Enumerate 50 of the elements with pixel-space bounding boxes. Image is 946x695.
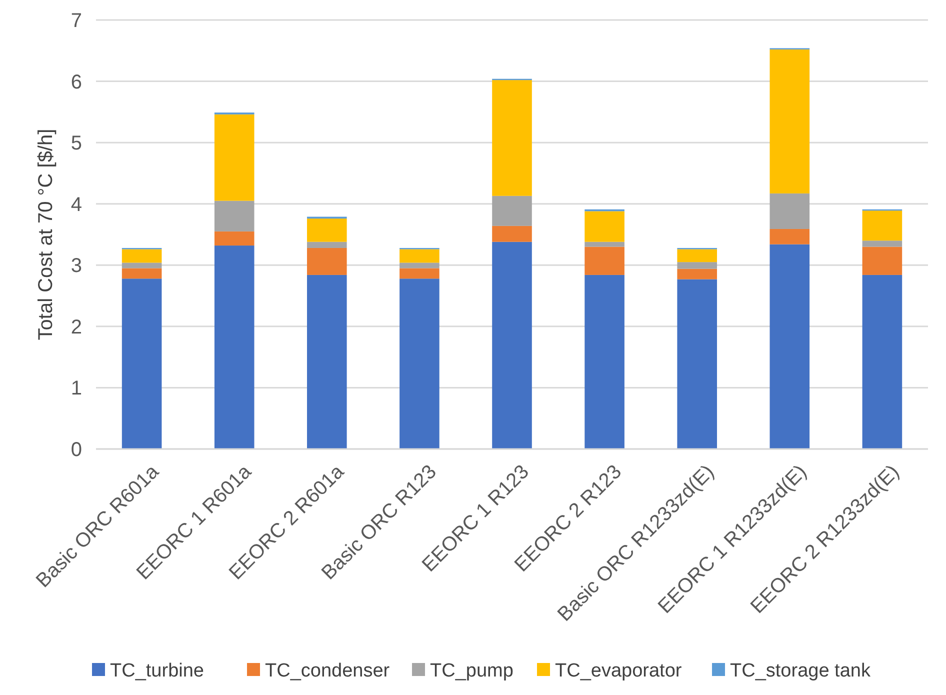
bar: [584, 274, 624, 449]
bar: [307, 248, 347, 275]
bar: [214, 114, 254, 201]
bar: [677, 268, 717, 280]
legend-label: TC_condenser: [265, 660, 390, 682]
y-tick-label: 5: [70, 132, 82, 155]
legend-label: TC_evaporator: [555, 660, 682, 682]
bar: [677, 279, 717, 449]
y-tick-label: 3: [70, 255, 82, 278]
legend-label: TC_storage tank: [730, 660, 871, 682]
bar: [400, 278, 440, 449]
y-tick-label: 7: [70, 10, 82, 32]
bar: [862, 246, 902, 275]
y-tick-label: 6: [70, 71, 82, 94]
legend-label: TC_turbine: [110, 660, 204, 682]
bar: [492, 80, 532, 196]
bar: [122, 249, 162, 263]
bar: [584, 242, 624, 247]
bar: [492, 226, 532, 242]
y-tick-label: 4: [70, 194, 82, 216]
y-tick-label: 0: [70, 439, 82, 461]
bar: [400, 249, 440, 263]
bar: [214, 231, 254, 246]
bar: [307, 242, 347, 248]
y-tick-label: 1: [70, 378, 82, 400]
bar: [862, 210, 902, 241]
bar: [770, 193, 810, 229]
bar: [214, 200, 254, 232]
bar: [862, 274, 902, 449]
bar: [584, 211, 624, 242]
bar: [214, 246, 254, 449]
bar: [492, 196, 532, 226]
bar: [122, 262, 162, 268]
y-axis-title: Total Cost at 70 °C [$/h]: [35, 128, 57, 340]
bar: [122, 278, 162, 449]
bar: [122, 268, 162, 279]
bar: [770, 244, 810, 449]
bar: [677, 262, 717, 269]
bar: [307, 218, 347, 242]
bar: [862, 240, 902, 247]
bar: [584, 246, 624, 275]
bar: [677, 249, 717, 262]
legend-label: TC_pump: [430, 660, 514, 682]
bar: [770, 49, 810, 194]
bar: [770, 228, 810, 244]
bar: [400, 268, 440, 279]
bar: [400, 262, 440, 268]
y-tick-label: 2: [70, 316, 82, 338]
bar: [492, 242, 532, 449]
bar: [307, 274, 347, 449]
